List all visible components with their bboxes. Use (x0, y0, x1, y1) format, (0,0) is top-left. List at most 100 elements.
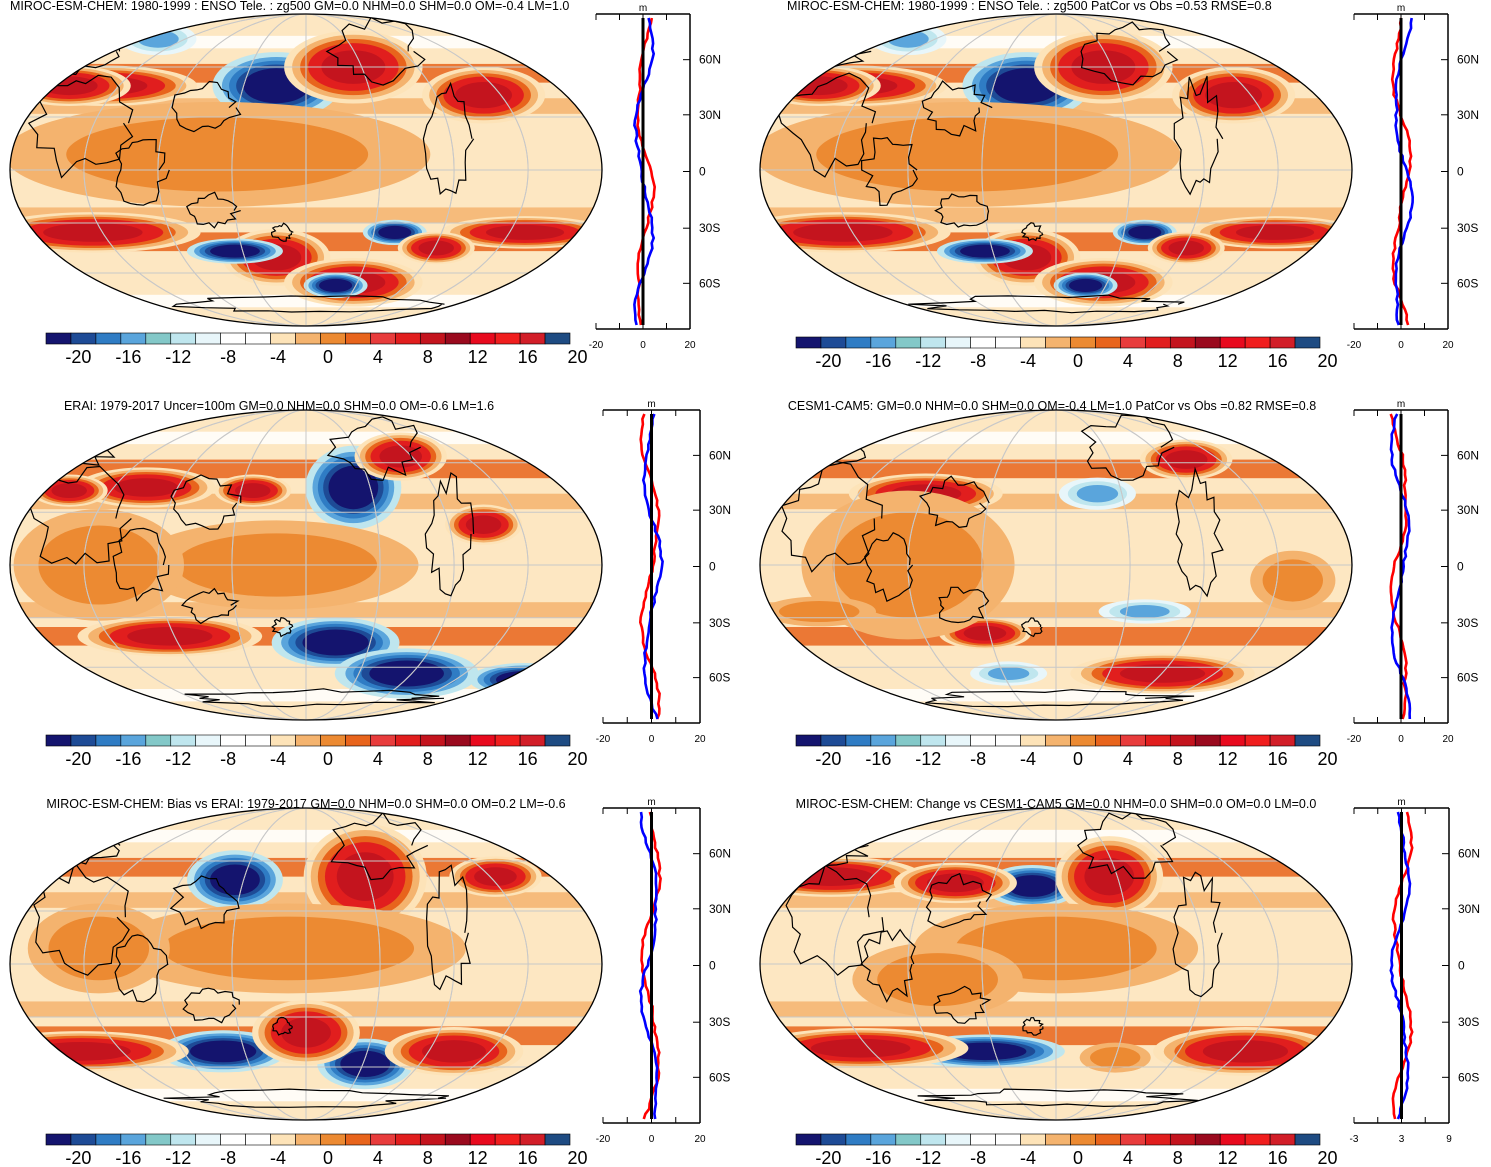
colorbar-label: -16 (115, 1148, 141, 1167)
map-border (9, 807, 603, 1121)
coastline (860, 137, 918, 207)
colorbar-swatch (1120, 734, 1146, 747)
colorbar-swatch (494, 332, 521, 345)
colorbar-swatch (1145, 336, 1171, 349)
coastline (184, 688, 445, 708)
colorbar-swatch (395, 332, 421, 345)
graticule (10, 410, 602, 720)
colorbar-swatch (295, 734, 321, 747)
coastline (186, 191, 241, 229)
anomaly-contour (816, 117, 1119, 192)
colorbar-swatch (845, 734, 872, 747)
colorbar-swatch (1169, 734, 1196, 747)
longitude-line (833, 14, 1279, 326)
colorbar-label: 8 (423, 749, 433, 769)
colorbar-swatch (1269, 336, 1296, 349)
zonal-profile-cesm: 60N 30N 0 30S 60S m -20 0 20 (1347, 399, 1479, 745)
anomaly-contour (418, 240, 454, 256)
longitude-line (833, 410, 1279, 720)
coastline (1080, 414, 1175, 481)
colorbar-label: -12 (165, 1148, 191, 1167)
coastline (925, 872, 993, 929)
zonal-profile-bias: 60N 30N 0 30S 60S m -20 0 20 (596, 797, 731, 1145)
colorbar-label: -4 (1020, 1148, 1036, 1167)
coastline (28, 465, 132, 565)
colorbar-label: 8 (423, 1148, 433, 1167)
anomaly-contour (378, 225, 412, 239)
coastline (780, 460, 883, 573)
colorbar-swatch (1070, 734, 1096, 747)
colorbar-swatch (395, 1133, 421, 1146)
colorbar-label: 20 (1317, 1148, 1337, 1167)
graticule (10, 14, 602, 326)
profile-unit: m (647, 797, 655, 808)
colorbar-label: 16 (518, 347, 538, 367)
coastline (860, 928, 916, 1003)
colorbar-label: 4 (1123, 749, 1133, 769)
colorbar-swatch (1294, 734, 1321, 747)
longitude-line (981, 808, 1131, 1120)
longitude-line (907, 410, 1205, 720)
colorbar-swatch (995, 1133, 1021, 1146)
colorbar-label: -8 (220, 1148, 236, 1167)
coastline (271, 617, 294, 638)
colorbar-swatch (1045, 1133, 1071, 1146)
colorbar-swatch (544, 332, 571, 345)
colorbar-swatch (469, 1133, 496, 1146)
colorbar-label: 0 (1073, 351, 1083, 371)
map-border (759, 409, 1353, 721)
coastline (1080, 21, 1179, 86)
colorbar-label: 0 (1073, 749, 1083, 769)
colorbar-swatch (170, 1133, 197, 1146)
colorbar-swatch (1120, 1133, 1146, 1146)
coastline (908, 294, 1185, 314)
colorbar-swatch (519, 332, 546, 345)
colorbar-label: -16 (115, 347, 141, 367)
colorbar-swatch (444, 332, 471, 345)
lat-label: 60N (1457, 448, 1479, 462)
profile-x-label: 20 (1442, 340, 1454, 351)
colorbar-swatch (1244, 1133, 1271, 1146)
colorbar-swatch (145, 734, 172, 747)
lat-label: 0 (709, 560, 716, 574)
map-panel-change (759, 807, 1353, 1121)
colorbar-swatch (370, 1133, 396, 1146)
graticule (760, 410, 1352, 720)
coastline (272, 1016, 294, 1036)
anomaly-contour (1007, 875, 1058, 897)
colorbar-swatch (270, 1133, 296, 1146)
lat-label: 60N (699, 53, 721, 67)
colorbar-swatch (995, 336, 1021, 349)
colorbar-swatch (1020, 336, 1046, 349)
graticule (10, 808, 602, 1120)
anomaly-contour (319, 278, 353, 292)
coastline (169, 875, 240, 930)
colorbar-label: -12 (915, 1148, 941, 1167)
colorbar-swatch (1020, 734, 1046, 747)
colorbar-swatch (1219, 1133, 1246, 1146)
colorbar-label: -20 (65, 347, 91, 367)
panel-title: MIROC-ESM-CHEM: Bias vs ERAI: 1979-2017 … (46, 797, 565, 811)
colorbar-swatch (820, 734, 847, 747)
colorbar-label: -20 (815, 351, 841, 371)
coastline (925, 689, 1195, 708)
colorbar-label: 12 (468, 749, 488, 769)
colorbar-swatch (95, 332, 122, 345)
colorbar-label: -8 (220, 749, 236, 769)
anomaly-contour (210, 244, 260, 258)
coastline (114, 934, 169, 1003)
colorbar-swatch (395, 734, 421, 747)
colorbar-swatch (870, 734, 897, 747)
colorbar-swatch (870, 336, 897, 349)
anomaly-contour (114, 478, 179, 497)
colorbar-swatch (1194, 336, 1221, 349)
anomaly-contour (189, 1040, 257, 1063)
colorbar-swatch (195, 1133, 221, 1146)
colorbar-swatch (1194, 1133, 1221, 1146)
profile-unit: m (1397, 3, 1405, 14)
lat-label: 60N (1458, 847, 1480, 861)
colorbar-swatch (1020, 1133, 1046, 1146)
colorbar-swatch (95, 1133, 122, 1146)
colorbar-label: 12 (1218, 351, 1238, 371)
colorbar-swatch (320, 332, 346, 345)
